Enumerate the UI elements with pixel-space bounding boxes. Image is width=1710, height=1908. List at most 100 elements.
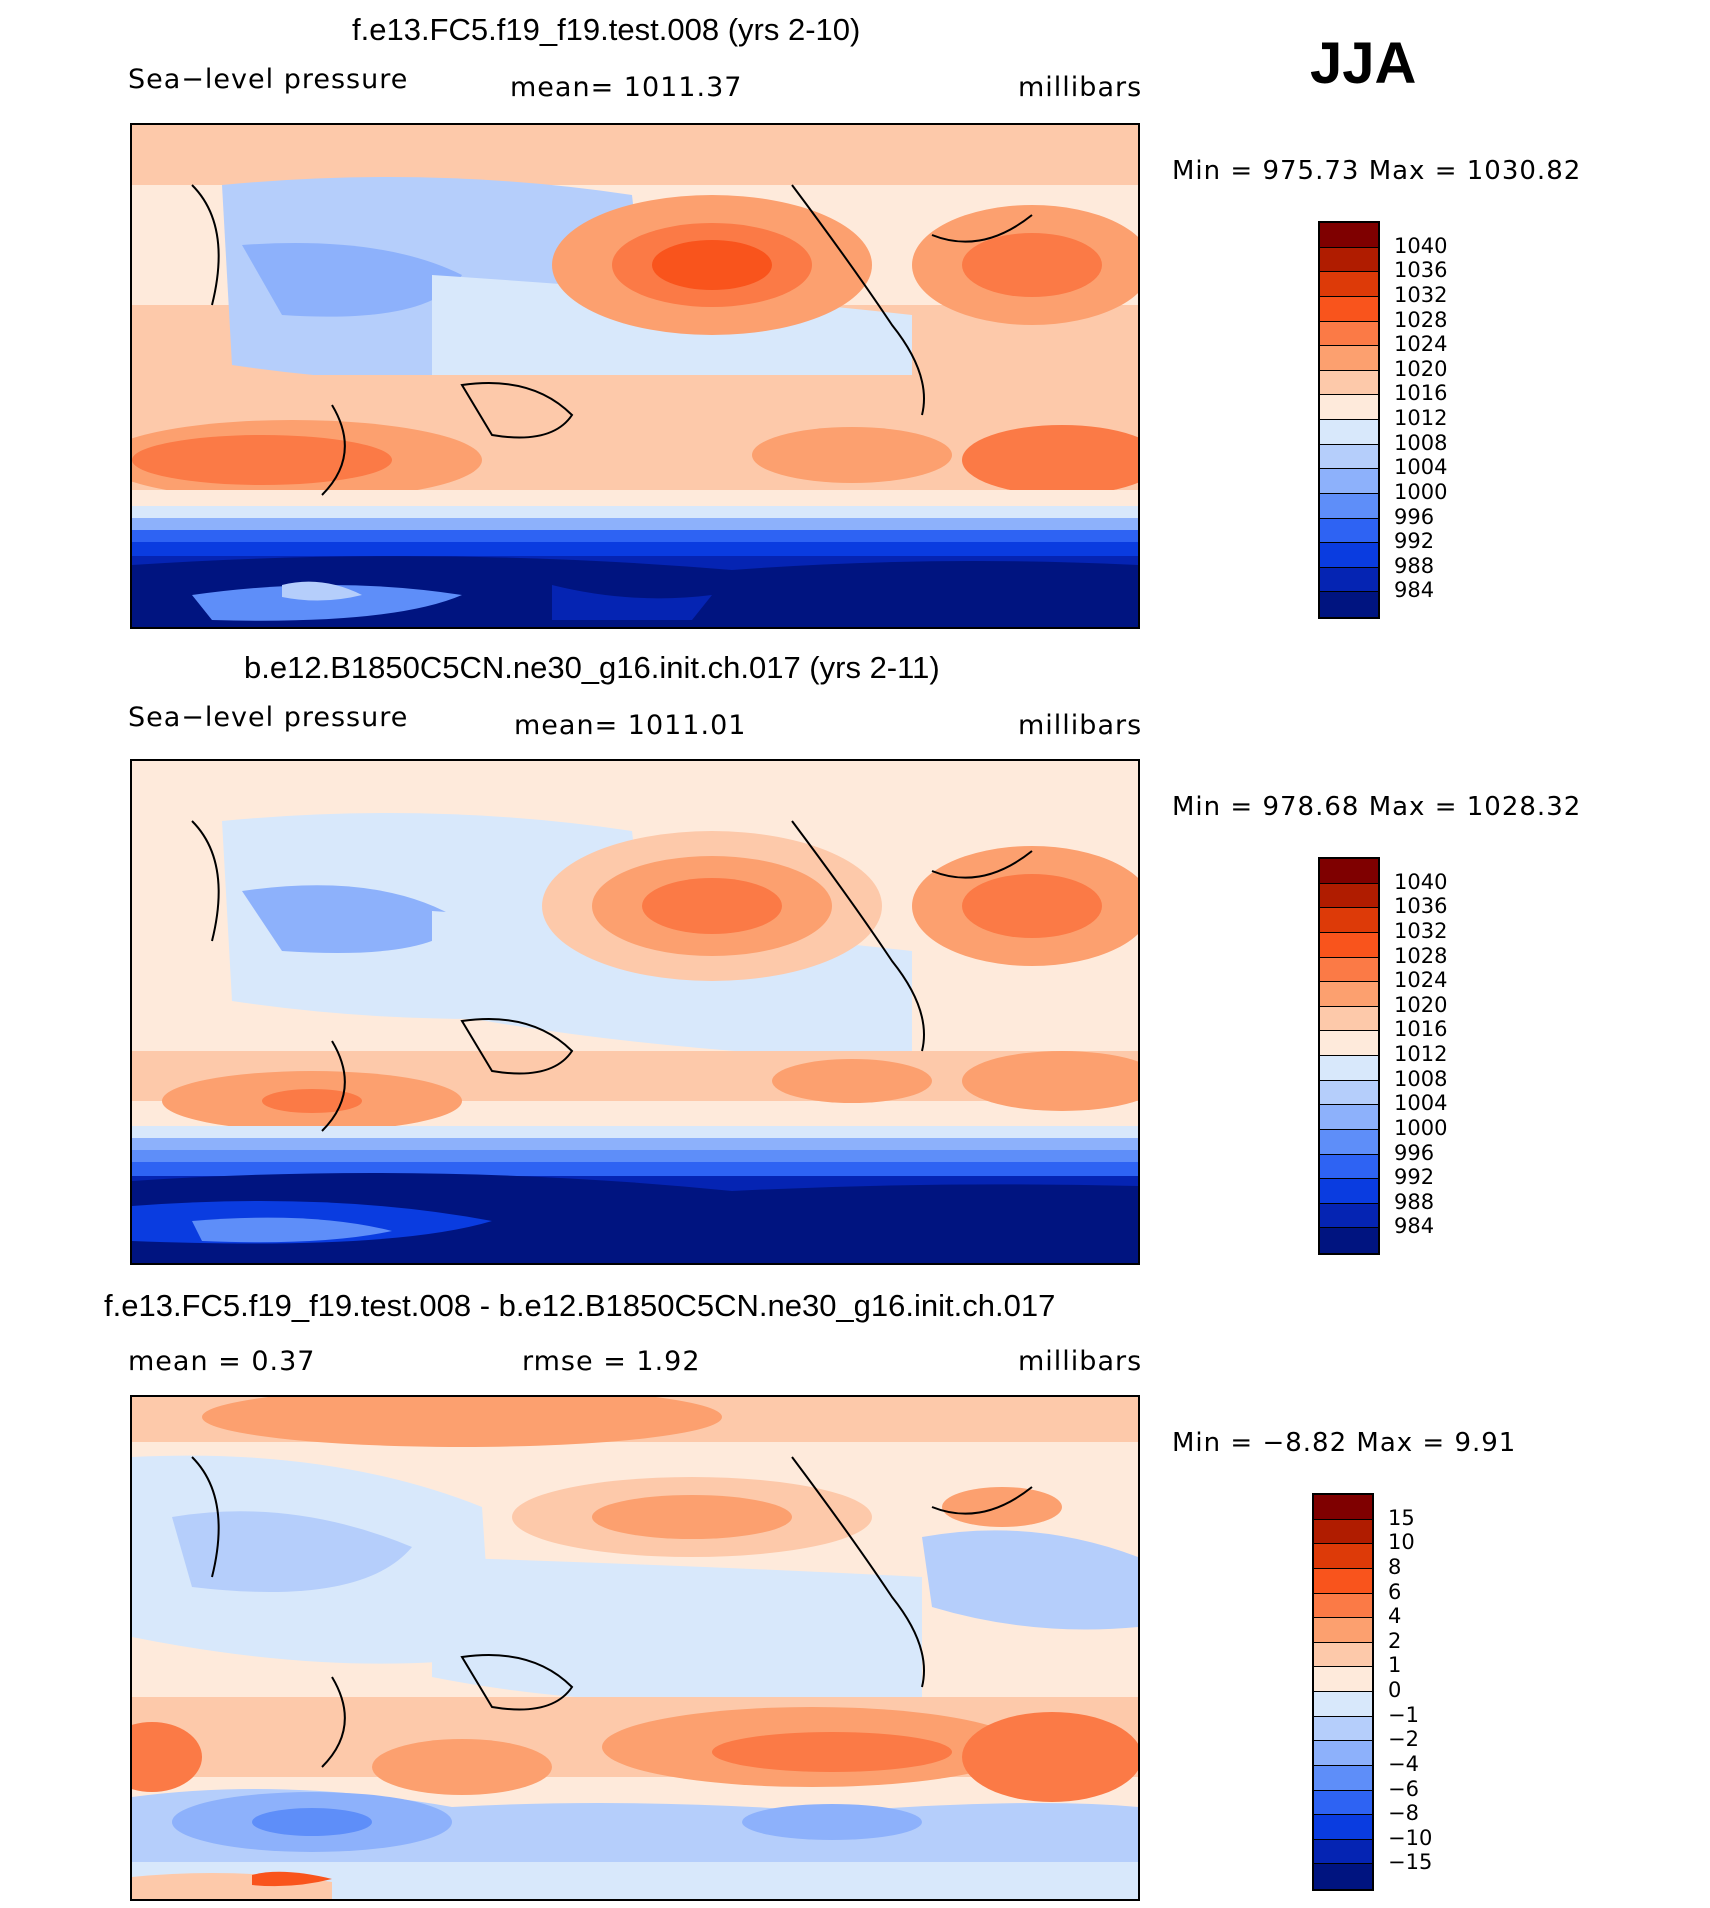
- panel2-map: [130, 759, 1140, 1265]
- colorbar-tick-label: 992: [1394, 529, 1435, 554]
- colorbar-tick-label: 1008: [1394, 430, 1448, 455]
- colorbar-tick-label: 8: [1388, 1554, 1402, 1579]
- season-label: JJA: [1310, 31, 1417, 96]
- colorbar-tick-label: 1008: [1394, 1066, 1448, 1091]
- panel1-title: f.e13.FC5.f19_f19.test.008 (yrs 2-10): [352, 12, 861, 47]
- colorbar-swatch: [1320, 1031, 1378, 1056]
- colorbar-tick-label: 1004: [1394, 1091, 1448, 1116]
- panel3-rmse: rmse = 1.92: [522, 1346, 701, 1377]
- panel1-units: millibars: [1018, 72, 1143, 103]
- colorbar-tick-label: 1012: [1394, 406, 1448, 430]
- panel3-minmax: Min = −8.82 Max = 9.91: [1172, 1428, 1517, 1458]
- colorbar-swatch: [1320, 543, 1378, 568]
- colorbar-swatch: [1320, 493, 1378, 519]
- colorbar-swatch: [1320, 1056, 1378, 1081]
- colorbar-swatch: [1320, 859, 1378, 884]
- panel1-contour-field: [132, 125, 1138, 627]
- colorbar-tick-label: 1032: [1394, 918, 1448, 943]
- colorbar-tick-label: −8: [1388, 1801, 1419, 1826]
- colorbar-swatch: [1320, 957, 1378, 983]
- colorbar-swatch: [1320, 1228, 1378, 1253]
- colorbar-swatch: [1320, 223, 1378, 248]
- panel3-title: f.e13.FC5.f19_f19.test.008 - b.e12.B1850…: [104, 1288, 1056, 1323]
- panel1-map: [130, 123, 1140, 629]
- colorbar-tick-label: 988: [1394, 1189, 1435, 1214]
- colorbar-swatch: [1314, 1839, 1372, 1865]
- colorbar-swatch: [1320, 395, 1378, 420]
- colorbar-tick-label: 996: [1394, 1140, 1435, 1165]
- colorbar-swatch: [1320, 272, 1378, 297]
- colorbar-swatch: [1314, 1864, 1372, 1889]
- colorbar-swatch: [1320, 883, 1378, 909]
- colorbar-swatch: [1320, 296, 1378, 322]
- panel2-mean: mean= 1011.01: [514, 710, 747, 741]
- colorbar-tick-label: 6: [1388, 1579, 1402, 1604]
- colorbar-swatch: [1314, 1765, 1372, 1791]
- panel3-units: millibars: [1018, 1346, 1143, 1377]
- colorbar-tick-label: 1016: [1394, 381, 1448, 406]
- colorbar-tick-label: 15: [1388, 1505, 1415, 1530]
- colorbar-tick-label: 1020: [1394, 356, 1448, 381]
- colorbar-tick-label: −2: [1388, 1727, 1419, 1752]
- colorbar-tick-label: 1020: [1394, 992, 1448, 1017]
- colorbar-swatch: [1314, 1568, 1372, 1594]
- panel2-contour-field: [132, 761, 1138, 1263]
- colorbar-swatch: [1320, 247, 1378, 273]
- colorbar-swatch: [1320, 370, 1378, 396]
- colorbar-swatch: [1320, 321, 1378, 347]
- panel1-mean: mean= 1011.37: [510, 72, 743, 103]
- colorbar-tick-label: 10: [1388, 1530, 1415, 1555]
- colorbar-tick-label: 2: [1388, 1628, 1402, 1653]
- panel3-map: [130, 1395, 1140, 1901]
- colorbar-tick-label: 984: [1394, 1214, 1435, 1239]
- colorbar-swatch: [1320, 1179, 1378, 1204]
- colorbar-tick-label: 1004: [1394, 455, 1448, 480]
- colorbar-tick-label: −1: [1388, 1702, 1419, 1727]
- colorbar-swatch: [1320, 567, 1378, 593]
- colorbar-tick-label: 4: [1388, 1604, 1402, 1629]
- colorbar-tick-label: 1036: [1394, 894, 1448, 919]
- colorbar-tick-label: 1028: [1394, 307, 1448, 332]
- colorbar-tick-label: −4: [1388, 1751, 1419, 1776]
- colorbar-tick-label: 988: [1394, 553, 1435, 578]
- colorbar-swatch: [1314, 1716, 1372, 1742]
- colorbar-swatch: [1320, 1203, 1378, 1229]
- colorbar-tick-label: −6: [1388, 1776, 1419, 1801]
- colorbar-tick-label: 1012: [1394, 1042, 1448, 1066]
- colorbar-swatch: [1320, 469, 1378, 494]
- colorbar-swatch: [1320, 1080, 1378, 1106]
- panel3-colorbar-swatches: [1312, 1493, 1374, 1891]
- colorbar-tick-label: 0: [1388, 1678, 1402, 1702]
- colorbar-swatch: [1320, 982, 1378, 1007]
- colorbar-tick-label: 984: [1394, 578, 1435, 603]
- colorbar-swatch: [1314, 1815, 1372, 1840]
- colorbar-tick-label: 1024: [1394, 968, 1448, 993]
- colorbar-swatch: [1314, 1519, 1372, 1545]
- colorbar-tick-label: 1: [1388, 1653, 1402, 1678]
- colorbar-tick-label: −15: [1388, 1850, 1433, 1875]
- colorbar-tick-label: 996: [1394, 504, 1435, 529]
- colorbar-swatch: [1320, 444, 1378, 470]
- panel3-contour-field: [132, 1397, 1138, 1899]
- colorbar-swatch: [1320, 518, 1378, 544]
- colorbar-swatch: [1320, 1105, 1378, 1130]
- colorbar-swatch: [1320, 420, 1378, 445]
- panel2-colorbar-swatches: [1318, 857, 1380, 1255]
- colorbar-swatch: [1314, 1495, 1372, 1520]
- colorbar-swatch: [1314, 1667, 1372, 1692]
- colorbar-tick-label: −10: [1388, 1825, 1433, 1850]
- panel2-units: millibars: [1018, 710, 1143, 741]
- colorbar-swatch: [1320, 1154, 1378, 1180]
- colorbar-tick-label: 992: [1394, 1165, 1435, 1190]
- colorbar-tick-label: 1028: [1394, 943, 1448, 968]
- colorbar-swatch: [1314, 1618, 1372, 1643]
- colorbar-tick-label: 1032: [1394, 282, 1448, 307]
- colorbar-tick-label: 1000: [1394, 479, 1448, 504]
- colorbar-tick-label: 1040: [1394, 869, 1448, 894]
- colorbar-swatch: [1320, 908, 1378, 933]
- panel3-mean: mean = 0.37: [128, 1346, 316, 1377]
- colorbar-tick-label: 1040: [1394, 233, 1448, 258]
- panel1-minmax: Min = 975.73 Max = 1030.82: [1172, 156, 1582, 186]
- colorbar-swatch: [1314, 1642, 1372, 1668]
- colorbar-tick-label: 1000: [1394, 1115, 1448, 1140]
